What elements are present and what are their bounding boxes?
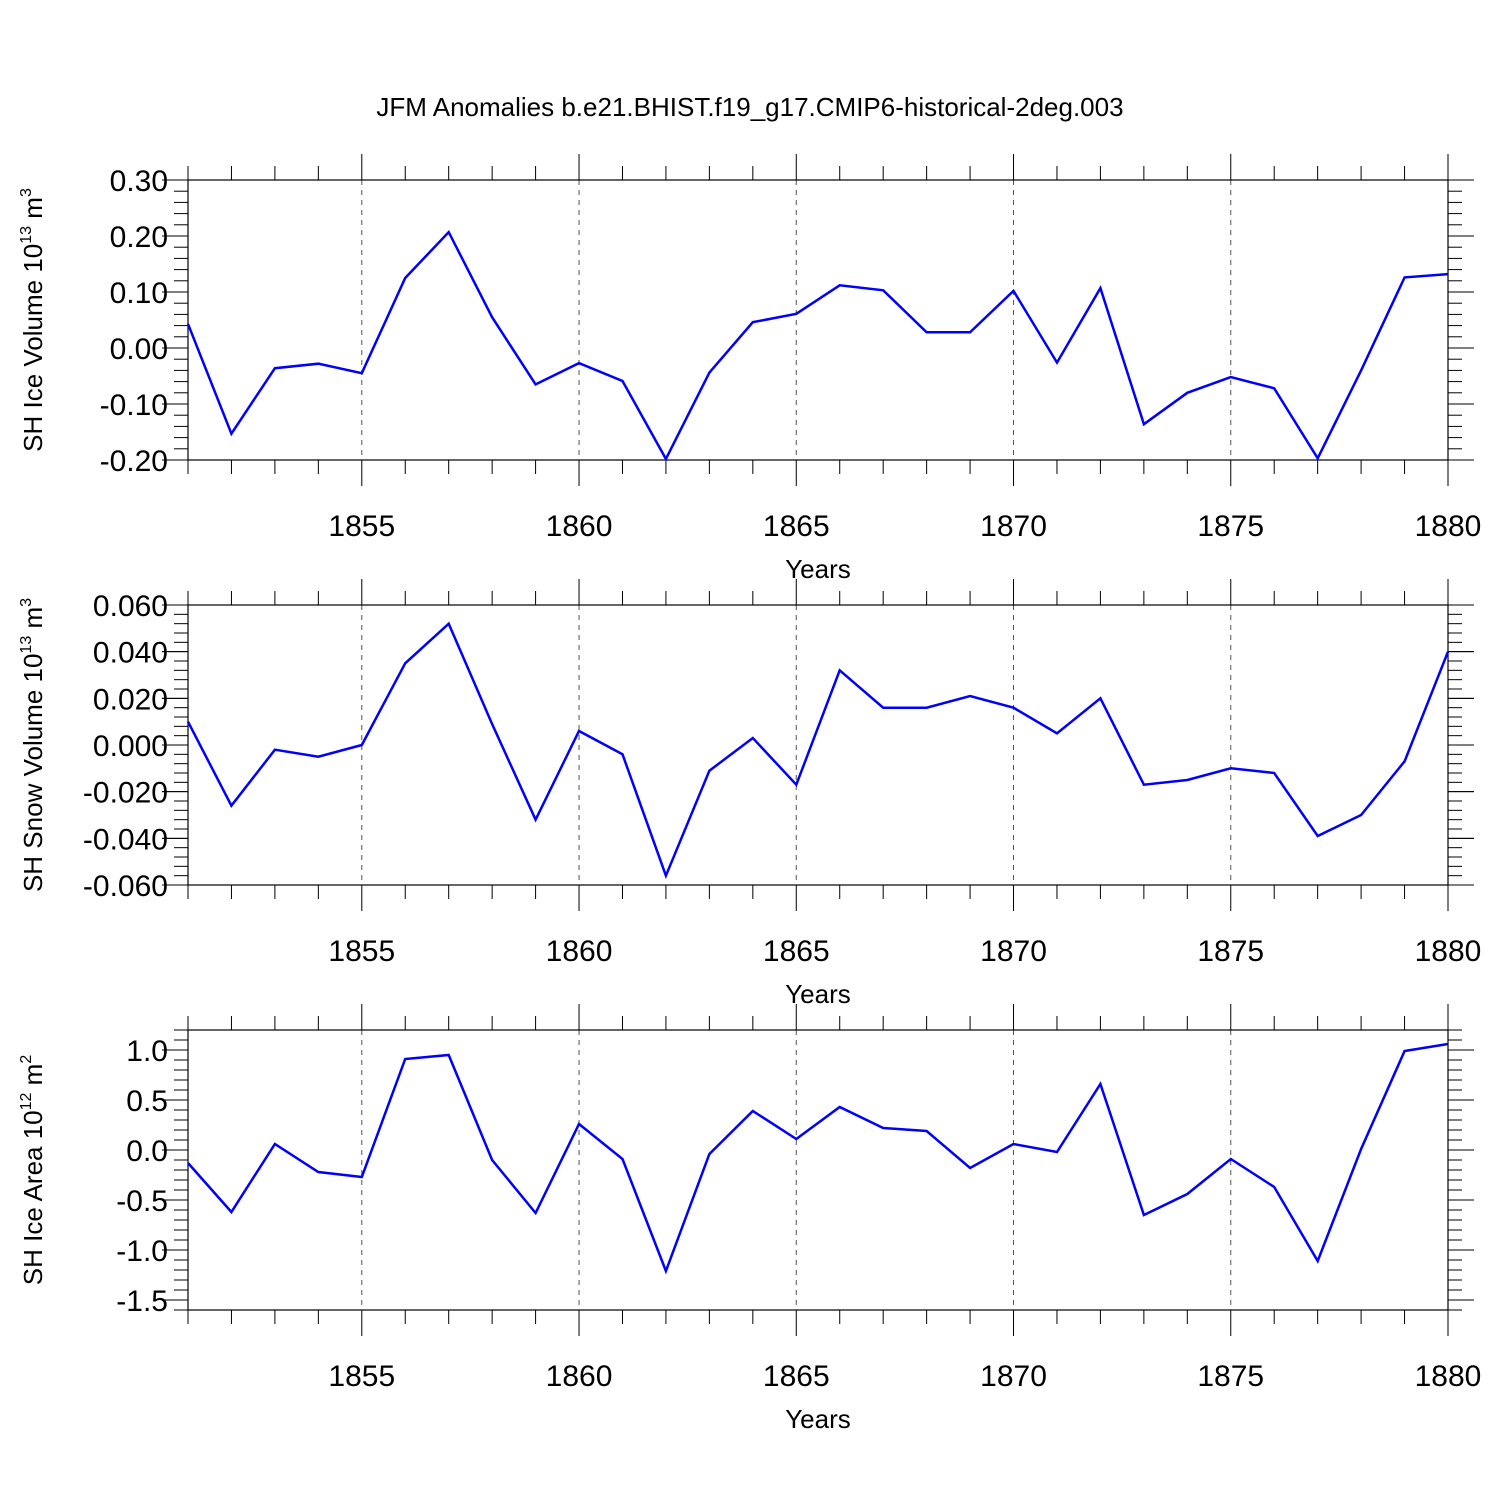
data-line <box>186 229 1449 462</box>
x-tick-label: 1860 <box>546 1360 613 1393</box>
y-tick-label: -1.0 <box>116 1235 168 1268</box>
data-line <box>187 1042 1449 1275</box>
y-axis-title-text: SH Ice Volume 10 <box>18 244 48 452</box>
y-axis-title-unit-exponent: 3 <box>18 598 35 607</box>
panel-1: -0.20 -0.10 0.00 0.10 0.20 0.30 1855 1860 1865 18… <box>18 154 1481 584</box>
plot-frame <box>187 179 1449 461</box>
y-axis-title: SH Ice Area 1012 m2 <box>18 1055 48 1286</box>
x-tick-label: 1870 <box>980 510 1047 543</box>
y-axis-title-unit: m <box>18 1064 48 1093</box>
y-axis-title-text: SH Ice Area 10 <box>18 1110 48 1285</box>
y-tick-label: -0.10 <box>100 389 168 422</box>
y-axis-title: SH Ice Volume 1013 m3 <box>18 188 48 452</box>
y-tick-label: 0.000 <box>93 730 168 763</box>
chart-title: JFM Anomalies b.e21.BHIST.f19_g17.CMIP6-… <box>376 92 1123 122</box>
panel-3: -1.5 -1.0 -0.5 0.0 0.5 1.0 1855 1860 1865 1870 187… <box>18 1004 1481 1434</box>
y-tick-label: -0.060 <box>83 870 168 903</box>
x-tick-label: 1855 <box>328 510 395 543</box>
x-tick-label: 1875 <box>1197 1360 1264 1393</box>
y-axis-title-exponent: 13 <box>18 226 35 244</box>
plot-frame <box>187 604 1449 886</box>
y-tick-label: -0.040 <box>83 823 168 856</box>
x-tick-label: 1875 <box>1197 510 1264 543</box>
y-tick-label: 0.020 <box>93 683 168 716</box>
y-axis-title-unit: m <box>18 197 48 226</box>
y-tick-label: 1.0 <box>126 1035 168 1068</box>
panel-2: -0.060 -0.040 -0.020 0.000 0.020 0.040 0.060 18… <box>18 579 1481 1009</box>
x-axis-title: Years <box>785 1404 851 1434</box>
y-tick-label: -0.020 <box>83 777 168 810</box>
x-tick-label: 1880 <box>1415 1360 1482 1393</box>
x-tick-label: 1855 <box>328 1360 395 1393</box>
y-axis-title-unit-exponent: 3 <box>18 188 35 197</box>
x-tick-label: 1880 <box>1415 510 1482 543</box>
x-tick-label: 1860 <box>546 935 613 968</box>
x-axis-title: Years <box>785 979 851 1009</box>
y-tick-label: 0.0 <box>126 1135 168 1168</box>
y-axis-title-text: SH Snow Volume 10 <box>18 654 48 892</box>
y-tick-label: 0.20 <box>110 221 168 254</box>
x-tick-label: 1865 <box>763 1360 830 1393</box>
data-line <box>186 621 1450 880</box>
y-tick-label: -0.5 <box>116 1185 168 1218</box>
y-axis-title: SH Snow Volume 1013 m3 <box>18 598 48 892</box>
y-tick-label: 0.5 <box>126 1085 168 1118</box>
x-tick-label: 1860 <box>546 510 613 543</box>
plot-frame <box>187 1029 1449 1311</box>
y-tick-label: 0.060 <box>93 590 168 623</box>
x-tick-label: 1870 <box>980 935 1047 968</box>
y-tick-label: 0.00 <box>110 333 168 366</box>
x-tick-label: 1875 <box>1197 935 1264 968</box>
y-axis-title-exponent: 13 <box>18 636 35 654</box>
x-tick-label: 1855 <box>328 935 395 968</box>
y-tick-label: -0.20 <box>100 445 168 478</box>
x-tick-label: 1880 <box>1415 935 1482 968</box>
x-axis-title: Years <box>785 554 851 584</box>
y-axis-title-unit-exponent: 2 <box>18 1055 35 1064</box>
y-axis-title-unit: m <box>18 607 48 636</box>
y-tick-label: 0.10 <box>110 277 168 310</box>
x-tick-label: 1870 <box>980 1360 1047 1393</box>
y-tick-label: 0.30 <box>110 165 168 198</box>
x-tick-label: 1865 <box>763 935 830 968</box>
x-tick-label: 1865 <box>763 510 830 543</box>
y-tick-label: -1.5 <box>116 1285 168 1318</box>
y-axis-title-exponent: 12 <box>18 1092 35 1110</box>
y-tick-label: 0.040 <box>93 637 168 670</box>
